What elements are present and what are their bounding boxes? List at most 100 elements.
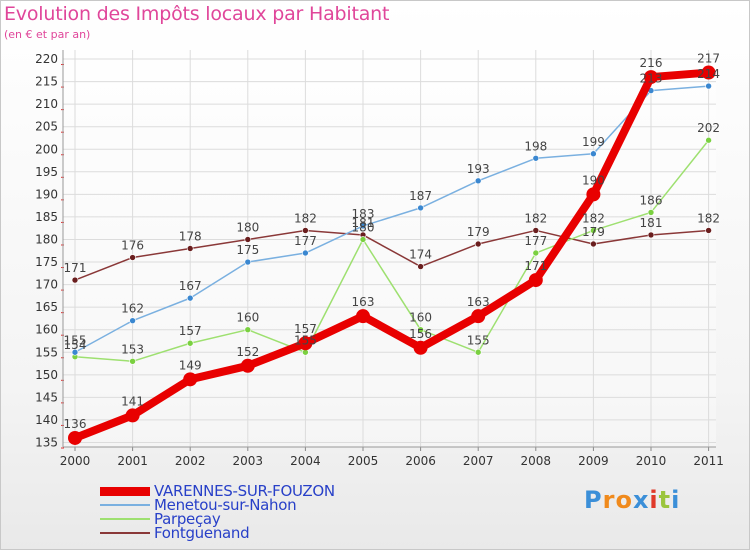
data-point	[302, 227, 309, 234]
x-tick-label: 2007	[463, 454, 494, 468]
y-tick-label: 180	[35, 232, 58, 246]
data-point	[302, 249, 309, 257]
data-label: 160	[236, 311, 259, 325]
data-point	[590, 227, 597, 234]
y-tick-label: 195	[35, 165, 58, 179]
x-tick-label: 2001	[117, 454, 148, 468]
data-label: 162	[121, 302, 144, 316]
y-tick-label: 150	[35, 368, 58, 382]
data-point	[474, 240, 482, 248]
y-tick-label: 215	[35, 75, 58, 89]
data-label: 153	[121, 342, 144, 356]
legend-swatch	[100, 532, 150, 534]
data-point	[68, 430, 82, 445]
y-tick-label: 200	[35, 142, 58, 156]
data-point	[417, 326, 424, 334]
data-label: 179	[582, 225, 605, 239]
data-point	[186, 294, 194, 302]
series-line-fontguenand	[74, 229, 710, 281]
data-point	[359, 236, 367, 243]
data-label: 180	[352, 220, 375, 234]
y-tick-label: 185	[35, 210, 58, 224]
data-point	[71, 276, 79, 284]
data-label: 182	[294, 211, 317, 225]
data-point	[71, 348, 79, 356]
data-label: 157	[179, 324, 202, 338]
data-label: 214	[697, 67, 720, 81]
data-point	[129, 357, 136, 365]
data-point	[356, 309, 370, 324]
data-point	[186, 339, 194, 347]
data-point	[129, 317, 136, 324]
logo-letter: o	[615, 486, 633, 514]
data-label: 155	[467, 333, 490, 347]
y-tick-label: 135	[35, 435, 58, 449]
data-label: 179	[467, 225, 490, 239]
legend-label: Parpeçay	[154, 510, 221, 528]
legend-item: Fontguenand	[100, 526, 335, 541]
logo-letter: i	[649, 486, 659, 514]
data-label: 177	[524, 234, 547, 248]
data-point	[471, 309, 486, 324]
y-tick-label: 190	[35, 187, 58, 201]
data-point	[474, 348, 482, 356]
data-point	[532, 249, 540, 257]
data-label: 149	[179, 358, 202, 372]
y-tick-label: 165	[35, 300, 58, 314]
y-tick-label: 155	[35, 345, 58, 359]
logo-letter: t	[658, 486, 672, 514]
data-label: 180	[236, 220, 259, 234]
x-tick-label: 2004	[290, 454, 321, 468]
x-tick-label: 2003	[233, 454, 264, 468]
legend-swatch	[100, 504, 150, 506]
data-label: 198	[524, 139, 547, 153]
data-label: 141	[121, 394, 144, 408]
data-point	[244, 236, 252, 243]
data-point	[186, 245, 194, 252]
data-point	[240, 358, 255, 373]
data-label: 177	[294, 234, 317, 248]
y-tick-label: 170	[35, 278, 58, 292]
data-label: 157	[294, 322, 317, 336]
data-label: 193	[467, 162, 490, 176]
x-tick-label: 2011	[693, 454, 724, 468]
data-point	[532, 227, 540, 234]
data-label: 182	[524, 211, 547, 225]
data-point	[647, 209, 655, 216]
data-label: 187	[409, 189, 432, 203]
legend-label: VARENNES-SUR-FOUZON	[154, 482, 335, 500]
data-point	[701, 65, 716, 80]
series-line-menetou-sur-nahon	[74, 85, 710, 354]
series-line-varennes-sur-fouzon	[71, 68, 713, 442]
data-label: 181	[352, 216, 375, 230]
data-label: 175	[236, 243, 259, 257]
proxiti-logo: Proxiti	[584, 486, 680, 514]
data-label: 182	[697, 211, 720, 225]
data-label: 181	[640, 216, 663, 230]
y-tick-label: 140	[35, 413, 58, 427]
logo-letter: r	[602, 486, 616, 514]
data-label: 155	[64, 333, 87, 347]
data-point	[586, 187, 601, 202]
plot-area	[63, 50, 716, 447]
x-tick-label: 2009	[578, 454, 609, 468]
data-label: 167	[179, 279, 202, 293]
x-tick-label: 2002	[175, 454, 206, 468]
data-point	[417, 204, 424, 212]
data-label: 217	[697, 52, 720, 66]
y-tick-label: 160	[35, 323, 58, 337]
data-label: 190	[582, 173, 605, 187]
legend-swatch	[100, 486, 150, 496]
data-point	[183, 372, 198, 387]
data-point	[413, 340, 428, 355]
series-line-parpe-ay	[74, 139, 710, 363]
x-tick-label: 2010	[636, 454, 667, 468]
data-label: 202	[697, 121, 720, 135]
data-label: 176	[121, 239, 144, 253]
data-point	[647, 231, 655, 239]
x-tick-label: 2008	[521, 454, 552, 468]
data-label: 152	[236, 345, 259, 359]
data-point	[705, 136, 712, 144]
legend-item: Parpeçay	[100, 510, 335, 528]
